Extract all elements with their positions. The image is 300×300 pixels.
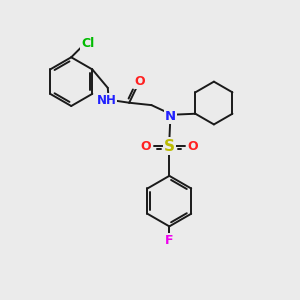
Text: O: O xyxy=(140,140,151,153)
Text: S: S xyxy=(164,139,175,154)
Text: NH: NH xyxy=(96,94,116,107)
Text: Cl: Cl xyxy=(81,37,94,50)
Text: F: F xyxy=(165,234,174,247)
Text: N: N xyxy=(165,110,176,123)
Text: O: O xyxy=(188,140,198,153)
Text: O: O xyxy=(135,75,145,88)
